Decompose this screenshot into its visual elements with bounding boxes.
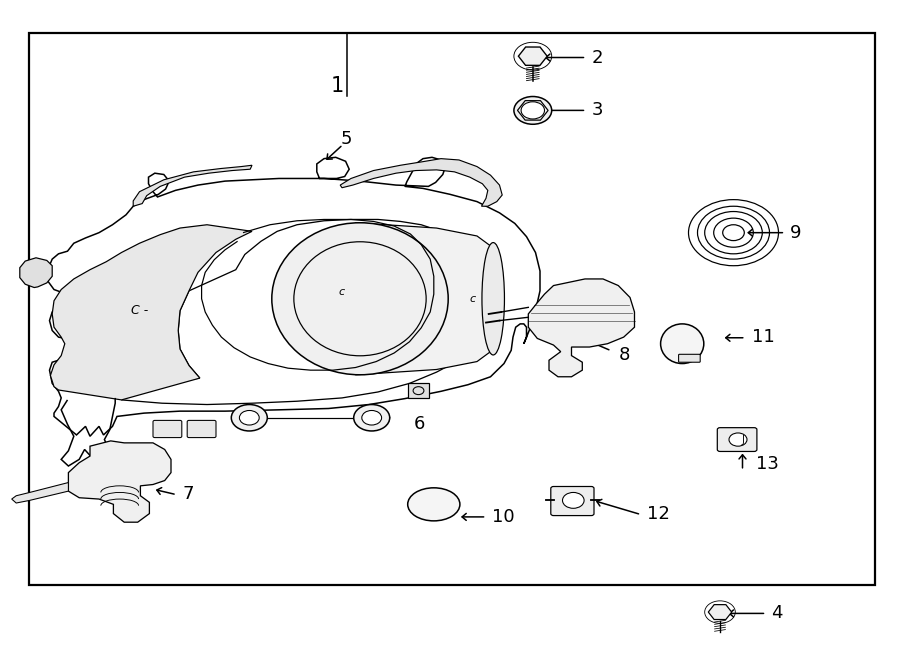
Text: J: J (741, 434, 744, 445)
Circle shape (562, 492, 584, 508)
Text: 9: 9 (790, 223, 802, 242)
Text: 8: 8 (619, 346, 631, 364)
Text: 10: 10 (492, 508, 515, 526)
Bar (29, 33, 875, 585)
Circle shape (239, 410, 259, 425)
Polygon shape (340, 159, 502, 206)
Text: 1: 1 (331, 76, 344, 96)
Ellipse shape (408, 488, 460, 521)
Polygon shape (12, 483, 68, 503)
Bar (408, 383, 429, 398)
FancyBboxPatch shape (551, 486, 594, 516)
Text: 11: 11 (752, 328, 774, 346)
Text: 12: 12 (647, 505, 670, 524)
Circle shape (514, 97, 552, 124)
Text: 2: 2 (591, 48, 603, 67)
Ellipse shape (661, 324, 704, 364)
FancyBboxPatch shape (717, 428, 757, 451)
Text: 4: 4 (771, 604, 783, 623)
Polygon shape (68, 441, 171, 522)
Ellipse shape (272, 223, 448, 375)
Polygon shape (356, 223, 493, 375)
Text: C -: C - (130, 304, 148, 317)
Polygon shape (20, 258, 52, 288)
Text: c: c (339, 287, 345, 297)
FancyBboxPatch shape (187, 420, 216, 438)
FancyBboxPatch shape (679, 354, 700, 362)
Circle shape (231, 405, 267, 431)
Text: 7: 7 (183, 485, 194, 504)
Circle shape (521, 102, 544, 119)
Circle shape (729, 433, 747, 446)
Polygon shape (528, 279, 634, 377)
Text: 13: 13 (756, 455, 778, 473)
Text: 5: 5 (341, 130, 352, 148)
Ellipse shape (482, 243, 504, 355)
Text: 3: 3 (591, 101, 603, 120)
Circle shape (354, 405, 390, 431)
Polygon shape (133, 165, 252, 206)
Circle shape (362, 410, 382, 425)
Text: 6: 6 (414, 415, 426, 434)
Text: c: c (470, 293, 475, 304)
FancyBboxPatch shape (153, 420, 182, 438)
Polygon shape (50, 225, 252, 400)
